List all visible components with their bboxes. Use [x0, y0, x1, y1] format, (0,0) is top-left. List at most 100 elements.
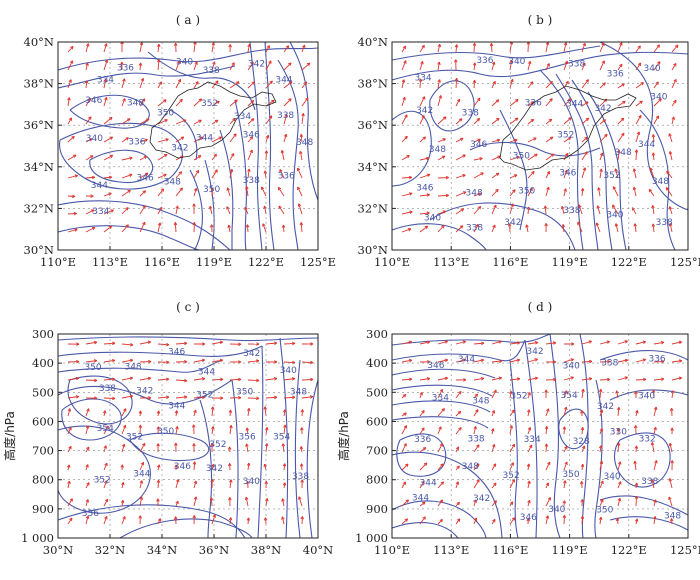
- wind-arrow: [103, 515, 108, 525]
- wind-arrow: [67, 517, 73, 525]
- wind-arrow: [175, 341, 188, 346]
- y-tick-label: 900: [366, 502, 388, 516]
- contour-label: 340: [603, 472, 620, 482]
- wind-arrow: [173, 222, 178, 233]
- wind-arrow: [616, 427, 621, 435]
- wind-arrow: [300, 409, 305, 417]
- wind-arrow: [491, 224, 496, 233]
- wind-arrow: [245, 443, 249, 453]
- wind-arrow: [157, 43, 161, 53]
- wind-arrow: [599, 428, 603, 435]
- wind-arrow: [563, 169, 568, 179]
- contour-label: 342: [206, 464, 223, 474]
- wind-arrow: [193, 187, 198, 197]
- wind-arrow: [617, 117, 625, 125]
- wind-arrow: [454, 59, 458, 71]
- wind-arrow: [67, 194, 76, 199]
- x-tick-label: 116°E: [492, 543, 528, 557]
- contour-label: 344: [420, 478, 437, 488]
- wind-arrow: [228, 497, 232, 507]
- contour-label: 344: [91, 181, 108, 191]
- wind-arrow: [580, 463, 585, 471]
- panel-b-xticks: 110°E 113°E 116°E 119°E 122°E 125°E: [374, 246, 700, 269]
- wind-arrow: [419, 44, 425, 53]
- wind-arrow: [211, 358, 224, 363]
- contour-label: 352: [196, 391, 213, 401]
- wind-arrow: [85, 499, 89, 507]
- wind-arrow: [668, 223, 673, 233]
- wind-arrow: [277, 186, 285, 197]
- wind-arrow: [612, 204, 619, 215]
- wind-arrow: [175, 136, 185, 143]
- contour-label: 336: [128, 138, 145, 148]
- wind-arrow: [156, 498, 160, 507]
- wind-arrow: [103, 480, 108, 489]
- wind-arrow: [669, 407, 674, 417]
- contour-label: 350: [236, 388, 253, 398]
- wind-arrow: [245, 186, 249, 197]
- wind-arrow: [563, 342, 575, 346]
- wind-arrow: [401, 114, 408, 125]
- wind-arrow: [401, 463, 409, 471]
- x-tick-label: 32°N: [95, 543, 125, 557]
- wind-arrow: [103, 136, 114, 143]
- x-tick-label: 122°E: [611, 543, 647, 557]
- wind-arrow: [437, 224, 445, 233]
- wind-arrow: [67, 174, 79, 179]
- wind-arrow: [635, 131, 641, 143]
- wind-arrow: [67, 342, 80, 346]
- wind-arrow: [455, 118, 463, 125]
- wind-arrow: [246, 462, 251, 471]
- wind-arrow: [85, 340, 98, 345]
- wind-arrow: [85, 226, 96, 233]
- wind-arrow: [491, 188, 499, 197]
- wind-arrow: [633, 223, 637, 233]
- wind-arrow: [455, 358, 467, 363]
- panel-b-labels: 334 336 340 338 336 340 342 338 336 344 342 340 348 3…: [414, 56, 673, 233]
- wind-arrow: [211, 100, 220, 107]
- contour-label: 346: [243, 131, 260, 141]
- contour-label: 348: [124, 362, 141, 372]
- wind-arrow: [265, 134, 270, 143]
- wind-arrow: [175, 426, 179, 435]
- wind-arrow: [617, 83, 625, 89]
- contour-label: 350: [518, 186, 535, 196]
- wind-arrow: [653, 377, 665, 381]
- wind-arrow: [85, 464, 89, 471]
- x-tick-label: 122°E: [611, 255, 647, 269]
- wind-arrow: [653, 115, 659, 125]
- contour-label: 342: [243, 349, 260, 359]
- y-tick-label: 1 000: [21, 531, 54, 545]
- y-tick-label: 32°N: [358, 201, 388, 215]
- y-tick-label: 700: [366, 444, 388, 458]
- wind-arrow: [401, 227, 412, 233]
- wind-arrow: [283, 360, 296, 365]
- y-tick-label: 40°N: [358, 35, 388, 49]
- wind-arrow: [563, 461, 568, 471]
- wind-arrow: [121, 481, 125, 489]
- wind-arrow: [419, 427, 425, 435]
- contour-label: 352: [94, 476, 111, 486]
- wind-arrow: [507, 223, 512, 233]
- wind-arrow: [614, 168, 619, 179]
- wind-arrow: [670, 427, 674, 435]
- y-tick-label: 600: [32, 414, 54, 428]
- contour-label: 334: [414, 73, 431, 83]
- panel-d-labels: 346 344 342 340 338 336 334 348 352 354 342 340 336 3…: [412, 347, 682, 523]
- wind-arrow: [634, 495, 639, 507]
- wind-arrow: [491, 410, 495, 417]
- wind-arrow: [211, 119, 219, 125]
- panel-c-contours: [58, 336, 318, 538]
- wind-arrow: [121, 358, 134, 363]
- wind-arrow: [437, 210, 447, 215]
- wind-arrow: [156, 426, 160, 435]
- wind-arrow: [120, 464, 124, 471]
- wind-arrow: [671, 78, 677, 89]
- wind-arrow: [563, 406, 568, 417]
- wind-arrow: [157, 59, 161, 71]
- wind-arrow: [437, 388, 443, 399]
- wind-arrow: [247, 118, 255, 125]
- contour-label: 348: [472, 396, 489, 406]
- wind-arrow: [577, 221, 583, 233]
